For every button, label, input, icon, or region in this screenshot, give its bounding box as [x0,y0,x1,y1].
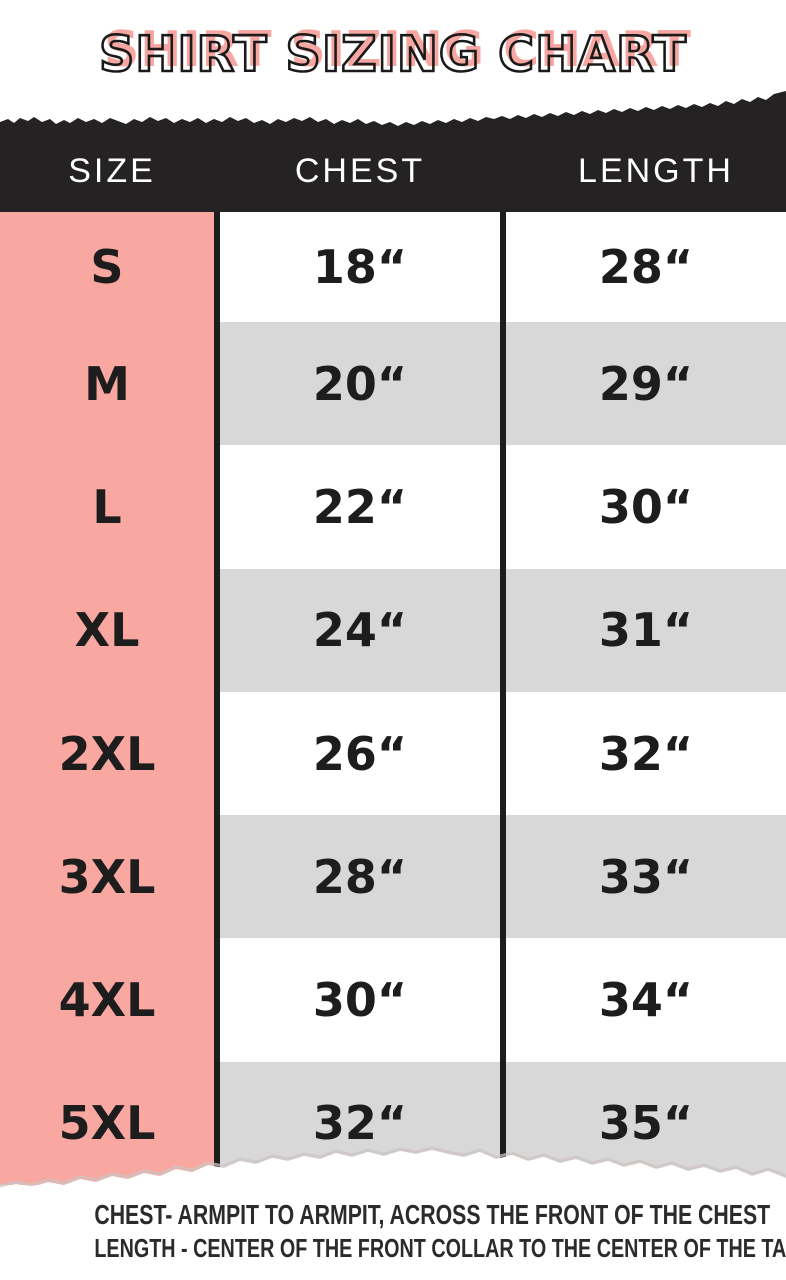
column-divider [214,815,220,939]
size-cell: XL [0,568,214,692]
size-cell: S [0,212,214,322]
column-divider [214,568,220,692]
column-divider [214,212,220,322]
table-header-band: SIZE CHEST LENGTH [0,88,786,212]
table-row-xl: XL 24“ 31“ [0,568,786,692]
measurement-notes: CHEST- ARMPIT TO ARMPIT, ACROSS THE FRON… [0,1198,786,1265]
chest-cell: 22“ [220,445,500,569]
size-cell: 4XL [0,938,214,1062]
length-cell: 33“ [506,815,786,939]
table-row-4xl: 4XL 30“ 34“ [0,938,786,1062]
torn-paper-bottom-edge [0,1140,786,1280]
column-divider [214,322,220,446]
size-cell: L [0,445,214,569]
length-cell: 31“ [506,568,786,692]
table-row-3xl: 3XL 28“ 33“ [0,815,786,939]
footnote-length: LENGTH - CENTER OF THE FRONT COLLAR TO T… [94,1233,786,1263]
column-divider [500,212,506,322]
length-cell: 30“ [506,445,786,569]
column-divider [500,815,506,939]
page-title-outline: SHIRT SIZING CHART [98,25,688,85]
table-row-l: L 22“ 30“ [0,445,786,569]
length-cell: 28“ [506,212,786,322]
column-divider [214,1061,220,1186]
page-title-fill: SHIRT SIZING CHART [104,21,692,78]
column-divider [500,691,506,816]
size-cell: 3XL [0,815,214,939]
column-header-chest: CHEST [294,152,426,190]
size-cell: 2XL [0,691,214,816]
size-cell: 5XL [0,1061,214,1186]
page-title: SHIRT SIZING CHART SHIRT SIZING CHART [0,21,786,92]
footnote-chest: CHEST- ARMPIT TO ARMPIT, ACROSS THE FRON… [94,1199,771,1230]
column-divider [500,938,506,1062]
chest-cell: 28“ [220,815,500,939]
length-cell: 34“ [506,938,786,1062]
size-cell: M [0,322,214,446]
column-divider [500,445,506,569]
chest-cell: 20“ [220,322,500,446]
chest-cell: 30“ [220,938,500,1062]
column-header-length: LENGTH [578,152,734,190]
table-row-2xl: 2XL 26“ 32“ [0,691,786,816]
size-table: S 18“ 28“ M 20“ 29“ L 22“ 30“ XL 24“ 31“ [0,212,786,1186]
chest-cell: 24“ [220,568,500,692]
table-row-m: M 20“ 29“ [0,322,786,446]
column-divider [214,445,220,569]
table-row-s: S 18“ 28“ [0,212,786,322]
length-cell: 32“ [506,691,786,816]
chest-cell: 18“ [220,212,500,322]
length-cell: 29“ [506,322,786,446]
column-divider [214,938,220,1062]
column-divider [214,691,220,816]
column-divider [500,1061,506,1186]
column-divider [500,568,506,692]
chest-cell: 26“ [220,691,500,816]
column-divider [500,322,506,446]
column-header-size: SIZE [68,152,156,190]
torn-paper-top-edge [0,91,786,212]
